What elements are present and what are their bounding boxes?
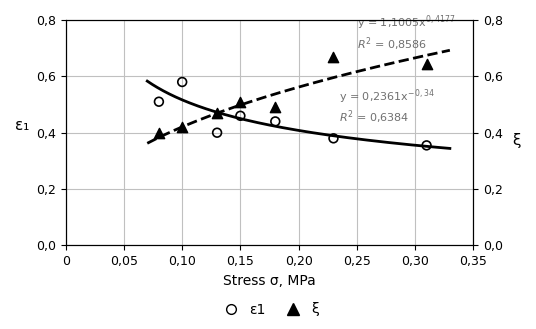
Point: [154, 130, 163, 135]
X-axis label: Stress σ, MPa: Stress σ, MPa: [223, 274, 316, 288]
Legend: ε1, ξ: ε1, ξ: [212, 297, 324, 322]
Point: [329, 54, 338, 59]
Y-axis label: ε₁: ε₁: [15, 118, 29, 133]
Y-axis label: ξ: ξ: [512, 133, 521, 148]
Point: [422, 61, 431, 66]
Point: [213, 110, 221, 115]
Point: [271, 119, 280, 124]
Point: [271, 105, 280, 110]
Point: [178, 79, 187, 85]
Point: [213, 130, 221, 135]
Point: [154, 99, 163, 104]
Text: y = 0,2361x$^{-0,34}$
$R^2$ = 0,6384: y = 0,2361x$^{-0,34}$ $R^2$ = 0,6384: [339, 87, 435, 126]
Point: [178, 124, 187, 130]
Point: [236, 113, 244, 118]
Point: [236, 99, 244, 104]
Text: y = 1,1005x$^{0,4177}$
$R^2$ = 0,8586: y = 1,1005x$^{0,4177}$ $R^2$ = 0,8586: [357, 14, 455, 53]
Point: [422, 143, 431, 148]
Point: [329, 136, 338, 141]
